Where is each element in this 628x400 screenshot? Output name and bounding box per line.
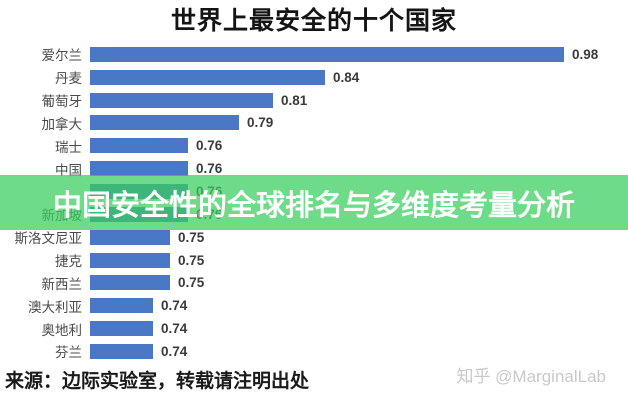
bar-label: 捷克 (55, 254, 82, 270)
bar (90, 321, 153, 337)
bar-value: 0.76 (196, 161, 223, 177)
bar-value: 0.75 (178, 229, 205, 245)
bar (90, 46, 564, 62)
bar (90, 138, 188, 154)
bar-label: 加拿大 (41, 116, 83, 132)
bar-track: 0.74 (90, 317, 628, 340)
bar-row: 葡萄牙 0.81 (0, 89, 628, 112)
bar-value: 0.84 (333, 69, 360, 85)
bar-row: 澳大利亚 0.74 (0, 294, 628, 317)
bar-row: 奥地利 0.74 (0, 317, 628, 340)
bar-row: 加拿大 0.79 (0, 112, 628, 135)
bar (90, 115, 239, 131)
bar-label: 斯洛文尼亚 (14, 231, 83, 247)
bar-track: 0.75 (90, 249, 628, 272)
bar-label: 新西兰 (41, 276, 83, 292)
bar-value: 0.74 (161, 298, 188, 314)
bar-track: 0.98 (90, 43, 628, 66)
bar-label: 爱尔兰 (41, 48, 83, 64)
watermark: 知乎 @MarginalLab (456, 367, 606, 386)
source-note: 来源：边际实验室，转载请注明出处 (5, 371, 310, 392)
bar-track: 0.76 (90, 134, 628, 157)
bar-row: 爱尔兰 0.98 (0, 43, 628, 66)
bar-label: 芬兰 (55, 345, 82, 361)
bar-label: 丹麦 (55, 71, 82, 87)
bar-value: 0.74 (161, 343, 188, 359)
bar-value: 0.75 (178, 275, 205, 291)
bar-label: 瑞士 (55, 139, 82, 155)
bar (90, 161, 188, 177)
bar-label: 中国 (55, 162, 82, 178)
bar-label: 澳大利亚 (28, 299, 82, 315)
bar (90, 92, 273, 108)
bar (90, 298, 153, 314)
bar-track: 0.75 (90, 226, 628, 249)
overlay-banner-title: 中国安全性的全球排名与多维度考量分析 (52, 189, 575, 222)
bar-row: 新西兰 0.75 (0, 271, 628, 294)
bar-row: 芬兰 0.74 (0, 340, 628, 363)
bar-track: 0.84 (90, 66, 628, 89)
bar-row: 捷克 0.75 (0, 249, 628, 272)
bar-row: 中国 0.76 (0, 157, 628, 180)
bar-row: 丹麦 0.84 (0, 66, 628, 89)
overlay-banner: 中国安全性的全球排名与多维度考量分析 (0, 175, 628, 230)
bar-value: 0.76 (196, 138, 223, 154)
bar (90, 275, 170, 291)
bar-track: 0.79 (90, 112, 628, 135)
page-title: 世界上最安全的十个国家 (170, 7, 457, 35)
bar-value: 0.75 (178, 252, 205, 268)
bar (90, 343, 153, 359)
bar-track: 0.81 (90, 89, 628, 112)
bar-label: 奥地利 (41, 322, 83, 338)
bar-value: 0.79 (247, 115, 274, 131)
bar-track: 0.76 (90, 157, 628, 180)
bar (90, 229, 170, 245)
bar-value: 0.81 (281, 92, 308, 108)
bar (90, 69, 325, 85)
bar-row: 斯洛文尼亚 0.75 (0, 226, 628, 249)
bar-value: 0.98 (572, 46, 599, 62)
bar-track: 0.75 (90, 271, 628, 294)
bar-label: 葡萄牙 (41, 94, 83, 110)
bar (90, 252, 170, 268)
bar-value: 0.74 (161, 321, 188, 337)
bar-track: 0.74 (90, 294, 628, 317)
bar-track: 0.74 (90, 340, 628, 363)
bar-row: 瑞士 0.76 (0, 134, 628, 157)
